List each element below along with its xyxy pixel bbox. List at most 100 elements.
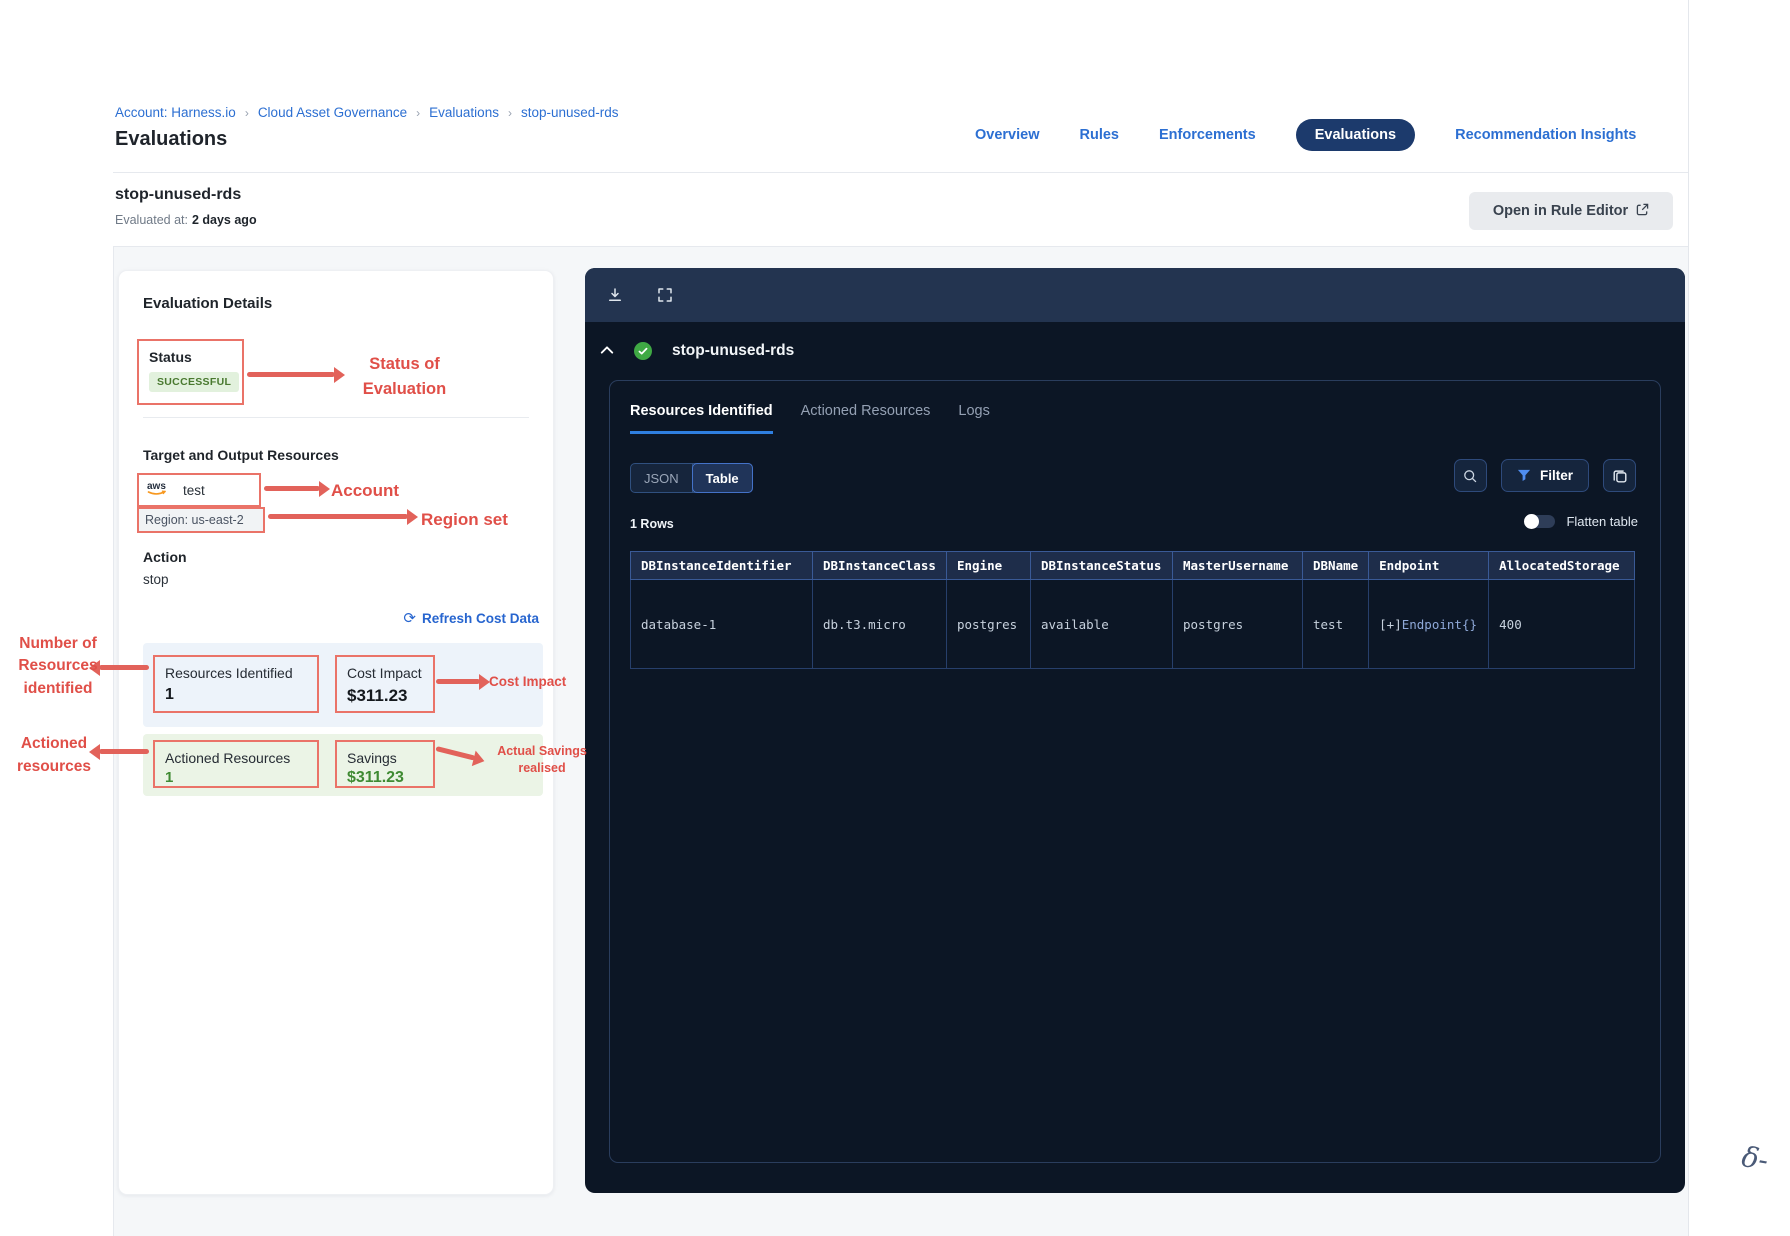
view-table-option[interactable]: Table bbox=[691, 463, 753, 493]
flatten-table-control: Flatten table bbox=[1524, 514, 1638, 529]
cell-dbinstanceidentifier: database-1 bbox=[630, 579, 813, 669]
cost-annotation-arrow bbox=[436, 679, 480, 684]
table-header-row: DBInstanceIdentifier DBInstanceClass Eng… bbox=[630, 551, 1636, 580]
breadcrumb-current-page[interactable]: stop-unused-rds bbox=[520, 105, 619, 120]
savings-value: $311.23 bbox=[347, 769, 404, 786]
breadcrumb-account[interactable]: Account: Harness.io bbox=[115, 105, 236, 120]
actioned-annotation-arrow bbox=[99, 749, 149, 754]
cell-allocatedstorage: 400 bbox=[1488, 579, 1636, 669]
copy-icon bbox=[1613, 469, 1626, 482]
col-endpoint: Endpoint bbox=[1368, 551, 1490, 580]
nav-overview[interactable]: Overview bbox=[975, 127, 1040, 143]
annotation-number-of-resources: Number of Resources identified bbox=[18, 635, 98, 697]
target-resources-heading: Target and Output Resources bbox=[143, 447, 339, 463]
fullscreen-icon[interactable] bbox=[655, 285, 675, 305]
breadcrumb-evaluations[interactable]: Evaluations bbox=[429, 105, 499, 120]
success-check-icon bbox=[634, 342, 652, 360]
open-in-rule-editor-label: Open in Rule Editor bbox=[1492, 203, 1629, 219]
breadcrumb: Account: Harness.io › Cloud Asset Govern… bbox=[115, 105, 619, 120]
refresh-icon: ⟳ bbox=[403, 610, 416, 627]
cost-impact-value: $311.23 bbox=[347, 686, 408, 705]
svg-text:aws: aws bbox=[147, 481, 166, 492]
table-controls: Filter bbox=[1453, 459, 1636, 492]
cost-impact-label: Cost Impact bbox=[347, 665, 422, 681]
annotation-status-of-evaluation: Status of Evaluation bbox=[362, 355, 447, 398]
resources-identified-value: 1 bbox=[165, 686, 174, 703]
actioned-resources-card: Actioned Resources 1 bbox=[153, 740, 319, 788]
breadcrumb-separator: › bbox=[507, 105, 512, 120]
nav-recommendation-insights[interactable]: Recommendation Insights bbox=[1455, 127, 1637, 143]
evaluation-details-heading: Evaluation Details bbox=[143, 295, 273, 312]
breadcrumb-separator: › bbox=[416, 105, 421, 120]
tab-logs[interactable]: Logs bbox=[958, 403, 990, 419]
cost-impact-card: Cost Impact $311.23 bbox=[335, 655, 435, 713]
refresh-cost-data-link[interactable]: ⟳ Refresh Cost Data bbox=[403, 609, 539, 627]
status-label: Status bbox=[149, 349, 192, 365]
cell-dbname: test bbox=[1301, 579, 1370, 669]
handwritten-mark: δ- bbox=[1739, 1139, 1771, 1178]
nav-evaluations-active[interactable]: Evaluations bbox=[1295, 119, 1416, 151]
col-dbname: DBName bbox=[1301, 551, 1370, 580]
breadcrumb-cloud-asset-governance[interactable]: Cloud Asset Governance bbox=[257, 105, 408, 120]
panel-title-row: stop-unused-rds bbox=[600, 342, 794, 360]
actioned-resources-label: Actioned Resources bbox=[165, 750, 291, 766]
evaluation-name-title: stop-unused-rds bbox=[115, 186, 242, 203]
filter-label: Filter bbox=[1539, 468, 1573, 483]
header-divider bbox=[113, 172, 1688, 173]
action-label: Action bbox=[143, 549, 187, 565]
view-mode-toggle: JSON Table bbox=[630, 463, 753, 493]
collapse-chevron-icon[interactable] bbox=[600, 342, 614, 360]
cell-endpoint: [+]Endpoint{} bbox=[1368, 579, 1490, 669]
filter-button[interactable]: Filter bbox=[1500, 459, 1589, 492]
region-annotation-arrow bbox=[268, 514, 408, 519]
cell-dbinstanceclass: db.t3.micro bbox=[812, 579, 947, 669]
status-annotation-arrow bbox=[247, 372, 335, 377]
col-dbinstancestatus: DBInstanceStatus bbox=[1030, 551, 1173, 580]
cell-masterusername: postgres bbox=[1172, 579, 1303, 669]
breadcrumb-separator: › bbox=[244, 105, 249, 120]
col-dbinstanceidentifier: DBInstanceIdentifier bbox=[630, 551, 813, 580]
annotation-cost-impact: Cost Impact bbox=[489, 674, 567, 689]
top-navigation: Overview Rules Enforcements Evaluations … bbox=[975, 118, 1636, 152]
content-right-border bbox=[1688, 0, 1689, 1236]
col-allocatedstorage: AllocatedStorage bbox=[1488, 551, 1636, 580]
toggle-knob bbox=[1524, 514, 1540, 529]
account-annotation-arrow bbox=[264, 486, 320, 491]
tab-resources-identified[interactable]: Resources Identified bbox=[630, 403, 773, 434]
nav-enforcements[interactable]: Enforcements bbox=[1159, 127, 1256, 143]
download-icon[interactable] bbox=[605, 285, 625, 305]
col-engine: Engine bbox=[946, 551, 1031, 580]
search-button[interactable] bbox=[1453, 459, 1487, 492]
results-inner-card: Resources Identified Actioned Resources … bbox=[609, 380, 1661, 1163]
endpoint-expander[interactable]: [+] bbox=[1379, 616, 1402, 632]
evaluation-details-card: Evaluation Details Status SUCCESSFUL Tar… bbox=[118, 270, 554, 1195]
cell-dbinstancestatus: available bbox=[1030, 579, 1173, 669]
aws-logo-icon: aws bbox=[147, 479, 174, 501]
cell-engine: postgres bbox=[946, 579, 1031, 669]
annotation-actioned-resources: Actioned resources bbox=[16, 735, 92, 776]
flatten-table-toggle[interactable] bbox=[1524, 514, 1556, 529]
external-link-icon bbox=[1636, 203, 1649, 220]
filter-icon bbox=[1517, 469, 1531, 481]
annotation-actual-savings: Actual Savings realised bbox=[497, 744, 587, 775]
tab-actioned-resources[interactable]: Actioned Resources bbox=[800, 403, 931, 419]
search-icon bbox=[1464, 469, 1477, 482]
resources-annotation-arrow bbox=[99, 665, 149, 670]
resources-identified-card: Resources Identified 1 bbox=[153, 655, 319, 713]
resources-identified-label: Resources Identified bbox=[165, 665, 293, 681]
open-in-rule-editor-button[interactable]: Open in Rule Editor bbox=[1469, 192, 1673, 230]
copy-button[interactable] bbox=[1603, 459, 1636, 492]
evaluated-at-value: 2 days ago bbox=[191, 213, 257, 227]
savings-card: Savings $311.23 bbox=[335, 740, 435, 788]
results-tabs: Resources Identified Actioned Resources … bbox=[630, 403, 990, 434]
nav-rules[interactable]: Rules bbox=[1079, 127, 1120, 143]
annotation-region-set: Region set bbox=[421, 510, 508, 529]
identified-stats-container: Resources Identified 1 Cost Impact $311.… bbox=[143, 643, 543, 727]
flatten-table-label: Flatten table bbox=[1566, 514, 1638, 529]
view-json-option[interactable]: JSON bbox=[631, 464, 693, 492]
account-chip: aws test bbox=[137, 473, 261, 507]
evaluated-at: Evaluated at: 2 days ago bbox=[115, 213, 257, 227]
evaluation-results-panel: stop-unused-rds Resources Identified Act… bbox=[585, 268, 1685, 1193]
account-name: test bbox=[183, 482, 205, 498]
page-title: Evaluations bbox=[115, 128, 228, 150]
